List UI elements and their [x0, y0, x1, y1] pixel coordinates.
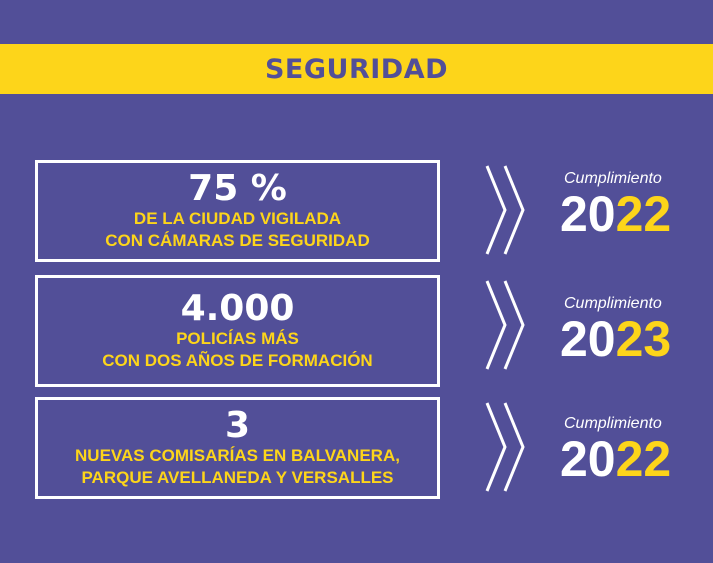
stat-row-police: 4.000 POLICÍAS MÁS CON DOS AÑOS DE FORMA…: [0, 275, 713, 387]
double-chevron-right-icon: [485, 280, 525, 370]
stat-description-line1: DE LA CIUDAD VIGILADA: [133, 209, 342, 228]
stat-figure: 4.000: [180, 288, 295, 329]
stat-description-line1: POLICÍAS MÁS: [176, 329, 299, 348]
stat-box: 75 % DE LA CIUDAD VIGILADA CON CÁMARAS D…: [35, 160, 440, 262]
year-prefix: 20: [560, 311, 616, 367]
year-prefix: 20: [560, 431, 616, 487]
compliance-year: 2022: [560, 433, 700, 485]
compliance-year: 2023: [560, 313, 700, 365]
stat-figure: 75 %: [188, 168, 287, 209]
compliance-block: Cumplimiento 2022: [560, 170, 700, 240]
stat-row-stations: 3 NUEVAS COMISARÍAS EN BALVANERA, PARQUE…: [0, 397, 713, 507]
section-title: SEGURIDAD: [264, 53, 449, 85]
year-suffix: 22: [615, 186, 672, 242]
stat-description-line2: PARQUE AVELLANEDA Y VERSALLES: [81, 468, 394, 487]
stat-row-cameras: 75 % DE LA CIUDAD VIGILADA CON CÁMARAS D…: [0, 160, 713, 270]
year-prefix: 20: [560, 186, 616, 242]
stat-box: 3 NUEVAS COMISARÍAS EN BALVANERA, PARQUE…: [35, 397, 440, 499]
double-chevron-right-icon: [485, 165, 525, 255]
stat-description-line2: CON DOS AÑOS DE FORMACIÓN: [102, 351, 373, 370]
compliance-year: 2022: [560, 188, 700, 240]
compliance-block: Cumplimiento 2023: [560, 295, 700, 365]
stat-description-line2: CON CÁMARAS DE SEGURIDAD: [105, 231, 370, 250]
compliance-label: Cumplimiento: [564, 295, 662, 312]
double-chevron-right-icon: [485, 402, 525, 492]
compliance-label: Cumplimiento: [564, 170, 662, 187]
year-suffix: 23: [615, 311, 672, 367]
stat-description-line1: NUEVAS COMISARÍAS EN BALVANERA,: [75, 446, 400, 465]
compliance-label: Cumplimiento: [564, 415, 662, 432]
stat-figure: 3: [224, 405, 251, 446]
year-suffix: 22: [615, 431, 672, 487]
compliance-block: Cumplimiento 2022: [560, 415, 700, 485]
section-banner: SEGURIDAD: [0, 44, 713, 94]
stat-box: 4.000 POLICÍAS MÁS CON DOS AÑOS DE FORMA…: [35, 275, 440, 387]
